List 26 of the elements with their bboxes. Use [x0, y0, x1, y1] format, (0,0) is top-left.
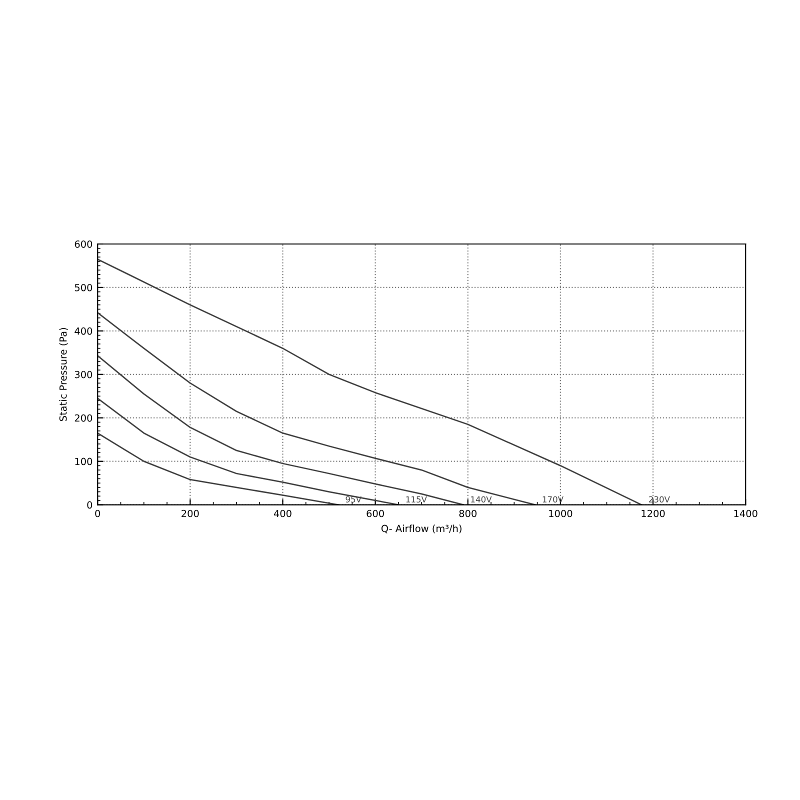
y-tick-label: 0 — [87, 501, 92, 509]
line-series — [98, 355, 464, 505]
x-tick-label: 600 — [366, 510, 384, 518]
line-series — [98, 398, 400, 505]
y-tick-label: 200 — [74, 414, 92, 422]
x-tick-label: 0 — [95, 510, 100, 518]
y-tick-label: 400 — [74, 327, 92, 335]
series-label: 140V — [471, 496, 492, 503]
y-tick-label: 300 — [74, 370, 92, 378]
x-tick-label: 1200 — [642, 510, 665, 518]
series-label: 115V — [406, 496, 427, 503]
y-tick-label: 100 — [75, 458, 92, 466]
line-series — [98, 258, 642, 505]
y-axis-title: Static Pressure (Pa) — [59, 328, 68, 421]
y-tick-label: 600 — [74, 240, 92, 248]
x-axis-title: Q- Airflow (m³/h) — [381, 524, 462, 534]
line-series — [98, 312, 536, 505]
x-tick-label: 400 — [274, 510, 292, 518]
x-tick-label: 800 — [459, 510, 477, 518]
series-label: 230V — [649, 496, 670, 503]
line-series — [98, 432, 339, 505]
x-tick-label: 1000 — [549, 510, 572, 518]
x-tick-label: 200 — [182, 510, 199, 518]
x-tick-label: 1400 — [734, 510, 758, 518]
series-label: 170V — [542, 496, 564, 503]
y-tick-label: 500 — [74, 284, 92, 292]
